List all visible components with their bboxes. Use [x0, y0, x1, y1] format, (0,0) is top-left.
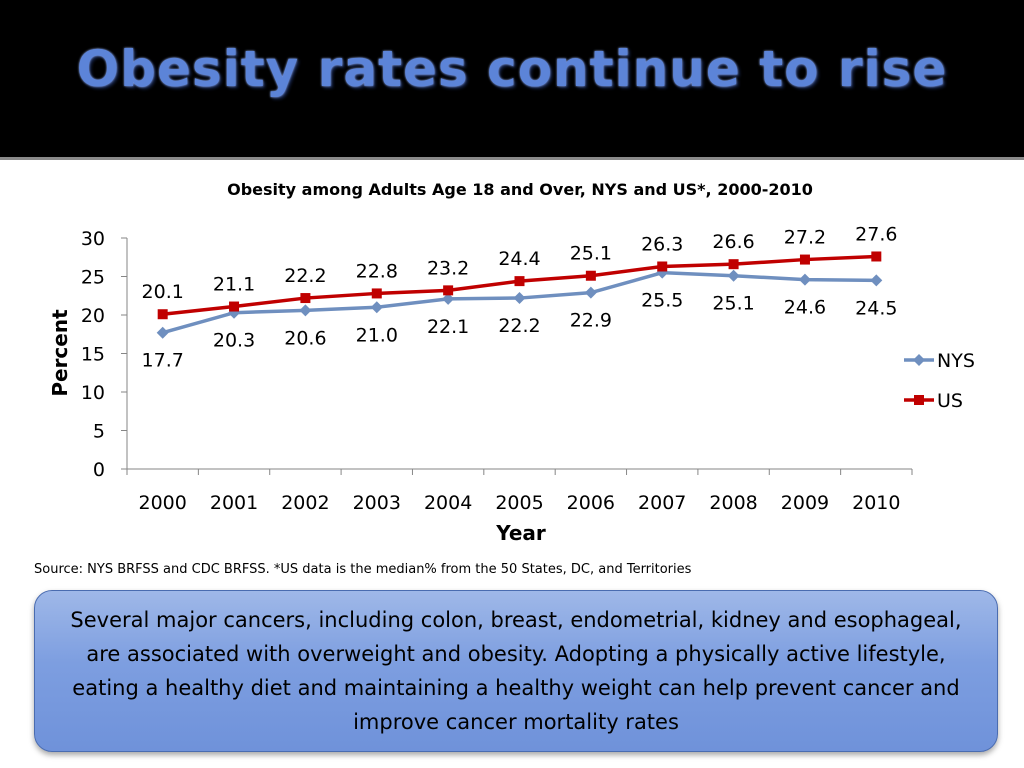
- nys-point: [370, 301, 383, 314]
- nys-point: [513, 292, 526, 305]
- nys-data-label: 20.6: [284, 327, 326, 349]
- chart-title: Obesity among Adults Age 18 and Over, NY…: [227, 180, 813, 199]
- x-tick-label: 2005: [495, 492, 543, 514]
- nys-point: [727, 269, 740, 282]
- callout-box: Several major cancers, including colon, …: [34, 590, 998, 752]
- x-tick-label: 2010: [852, 492, 900, 514]
- y-tick-label: 10: [81, 382, 105, 404]
- nys-point: [156, 326, 169, 339]
- us-data-label: 21.1: [213, 274, 255, 296]
- legend-nys-marker: [913, 354, 925, 366]
- nys-data-label: 24.6: [784, 297, 826, 319]
- us-data-label: 26.3: [641, 233, 683, 255]
- us-data-label: 24.4: [498, 248, 540, 270]
- us-data-label: 25.1: [570, 243, 612, 265]
- us-point: [657, 261, 668, 272]
- slide-title: Obesity rates continue to rise: [76, 40, 948, 98]
- nys-data-label: 21.0: [356, 324, 398, 346]
- nys-data-label: 17.7: [142, 350, 184, 372]
- us-data-label: 27.2: [784, 227, 826, 249]
- y-tick-label: 30: [81, 228, 105, 250]
- us-data-label: 26.6: [712, 231, 754, 253]
- x-tick-label: 2001: [210, 492, 258, 514]
- legend-us-marker: [914, 395, 924, 405]
- nys-point: [656, 266, 669, 279]
- nys-data-label: 22.9: [570, 310, 612, 332]
- nys-data-label: 25.5: [641, 290, 683, 312]
- y-tick-label: 5: [93, 421, 105, 443]
- nys-point: [584, 286, 597, 299]
- nys-data-label: 24.5: [855, 297, 897, 319]
- us-point: [514, 276, 525, 287]
- us-data-label: 22.2: [284, 265, 326, 287]
- legend-us-label: US: [937, 390, 963, 412]
- us-point: [300, 293, 311, 304]
- us-point: [157, 309, 168, 320]
- nys-data-label: 22.1: [427, 316, 469, 338]
- us-point: [799, 254, 810, 265]
- x-tick-label: 2004: [424, 492, 472, 514]
- nys-point: [442, 292, 455, 305]
- us-data-label: 22.8: [356, 260, 398, 282]
- x-axis-title: Year: [495, 521, 546, 545]
- x-tick-label: 2003: [353, 492, 401, 514]
- us-data-label: 27.6: [855, 223, 897, 245]
- x-tick-label: 2006: [567, 492, 615, 514]
- y-axis-title: Percent: [48, 309, 72, 397]
- y-tick-label: 25: [81, 267, 105, 289]
- us-point: [229, 301, 240, 312]
- legend-nys-label: NYS: [937, 350, 975, 372]
- nys-data-label: 20.3: [213, 330, 255, 352]
- us-point: [871, 251, 882, 262]
- source-note: Source: NYS BRFSS and CDC BRFSS. *US dat…: [34, 562, 692, 577]
- us-data-label: 23.2: [427, 257, 469, 279]
- nys-data-label: 25.1: [712, 293, 754, 315]
- us-point: [371, 288, 382, 299]
- us-point: [728, 259, 739, 270]
- y-tick-label: 0: [93, 459, 105, 481]
- line-chart: 0 5 10 15 20 25 30 2000 2001 2002 2003 2004 2005 2006…: [48, 223, 975, 545]
- us-data-label: 20.1: [142, 281, 184, 303]
- y-tick-label: 15: [81, 344, 105, 366]
- x-tick-label: 2000: [139, 492, 187, 514]
- x-tick-label: 2007: [638, 492, 686, 514]
- nys-data-label: 22.2: [498, 315, 540, 337]
- x-tick-label: 2002: [281, 492, 329, 514]
- y-tick-label: 20: [81, 305, 105, 327]
- us-point: [443, 285, 454, 296]
- nys-point: [870, 274, 883, 287]
- nys-point: [798, 273, 811, 286]
- callout-text: Several major cancers, including colon, …: [70, 608, 962, 734]
- us-point: [585, 270, 596, 281]
- x-tick-label: 2008: [709, 492, 757, 514]
- nys-point: [299, 304, 312, 317]
- x-tick-label: 2009: [781, 492, 829, 514]
- title-banner: Obesity rates continue to rise: [0, 0, 1024, 160]
